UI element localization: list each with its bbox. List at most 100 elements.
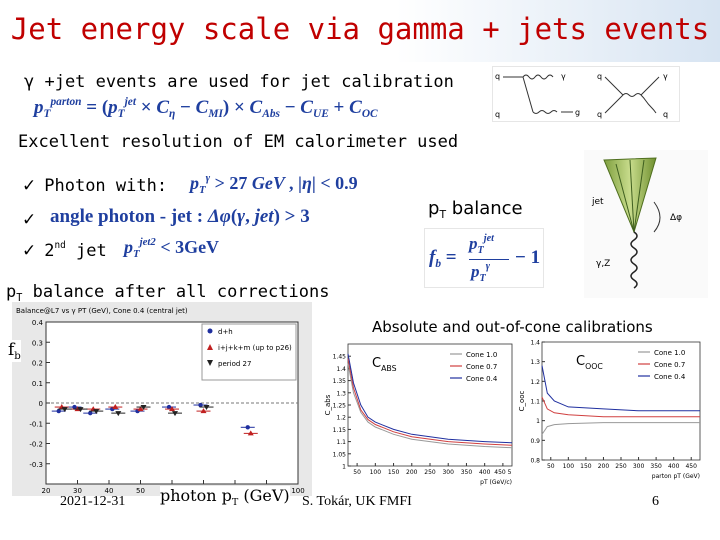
cone-label-dphi: Δφ xyxy=(670,213,682,223)
x-axis-label: pT (GeV/c) xyxy=(480,479,512,486)
check-icon: ✓ xyxy=(22,210,37,230)
y-tick-label: 1.3 xyxy=(530,359,540,366)
cabs-chart: C_abs 1.45 1.4 1.35 1.3 1.25 1.2 1.15 1.1 1.05 1 50… xyxy=(322,338,518,486)
x-tick-label: 50 xyxy=(353,469,361,476)
jet-cone-svg: jet Δφ γ,Z xyxy=(591,157,682,289)
data-point xyxy=(88,410,93,416)
legend-label: Cone 0.7 xyxy=(466,363,497,371)
data-point xyxy=(72,404,77,410)
calibration-formula: pTparton = (pTjet × Cη − CMI) × CAbs − C… xyxy=(34,96,378,120)
photon-cut-formula: pTγ > 27 GeV , |η| < 0.9 xyxy=(190,172,358,196)
y-tick-label: 1.1 xyxy=(336,439,346,446)
x-tick-label: 400 xyxy=(668,463,680,470)
plot-frame xyxy=(347,343,513,467)
legend-label: Cone 1.0 xyxy=(466,351,497,359)
data-point xyxy=(245,425,250,430)
bullet-photon: ✓ Photon with: xyxy=(22,176,168,196)
em-resolution-line: Excellent resolution of EM calorimeter u… xyxy=(18,132,459,152)
cooc-label: COOC xyxy=(576,354,603,371)
legend-label: Cone 0.7 xyxy=(654,361,685,369)
cone-label-jet: jet xyxy=(591,197,604,207)
fb-axis-label: fb xyxy=(8,340,21,362)
fb-formula-box: fb = pTjet pTγ − 1 xyxy=(424,228,544,288)
diagram-label: q xyxy=(495,72,500,81)
series-line xyxy=(347,363,513,449)
fb-numerator: pTjet xyxy=(469,233,494,256)
angle-formula: angle photon - jet : Δφ(γ, jet) > 3 xyxy=(50,206,310,227)
y-tick-label: 1 xyxy=(536,418,540,425)
y-tick-label: 1.4 xyxy=(336,366,346,373)
legend-marker xyxy=(207,360,213,366)
feynman-diagram-svg: q γ q g q γ q q xyxy=(495,72,668,119)
data-point xyxy=(140,405,147,411)
x-tick-label: 40 xyxy=(105,487,114,495)
data-point xyxy=(166,404,172,410)
balance-chart-svg: Balance@L7 vs γ PT (GeV), Cone 0.4 (cent… xyxy=(16,307,305,495)
data-point xyxy=(203,405,210,411)
fb-lhs: fb = xyxy=(429,247,457,270)
legend-label: period 27 xyxy=(218,360,251,368)
legend-label: Cone 1.0 xyxy=(654,349,685,357)
data-point xyxy=(77,407,84,413)
jet-cone-illustration: jet Δφ γ,Z xyxy=(584,150,708,298)
series-line xyxy=(347,358,513,446)
footer-author: S. Tokár, UK FMFI xyxy=(302,494,412,509)
y-axis-label: C_abs xyxy=(324,394,332,415)
x-tick-label: 20 xyxy=(42,487,51,495)
data-point xyxy=(200,408,207,414)
y-tick-label: 1.45 xyxy=(333,354,347,361)
x-axis-label: parton pT (GeV) xyxy=(652,473,700,480)
x-tick-label: 200 xyxy=(598,463,610,470)
legend-label: Cone 0.4 xyxy=(466,375,498,383)
y-tick-label: 0.4 xyxy=(32,319,44,327)
after-corrections-label: pT balance after all corrections xyxy=(6,282,330,304)
cabs-label: CABS xyxy=(372,356,397,373)
fb-denominator: pTγ xyxy=(471,261,490,284)
y-tick-label: 1.25 xyxy=(333,403,347,410)
title-bar xyxy=(0,0,720,62)
abs-ooc-title: Absolute and out-of-cone calibrations xyxy=(372,318,653,336)
legend-label: i+j+k+m (up to p26) xyxy=(218,344,292,352)
second-jet-formula: pTjet2 < 3GeV xyxy=(124,236,220,260)
legend-marker xyxy=(207,328,213,334)
data-point xyxy=(172,411,178,417)
fb-minus-one: − 1 xyxy=(515,247,541,268)
series-line xyxy=(347,353,513,444)
y-tick-label: 1.4 xyxy=(530,340,540,347)
series-line xyxy=(541,396,700,418)
x-tick-label: 50 xyxy=(547,463,555,470)
y-tick-label: 1.05 xyxy=(333,451,347,458)
x-tick-label: 30 xyxy=(73,487,82,495)
diagram-label: γ xyxy=(561,72,566,81)
bullet-angle: ✓ xyxy=(22,210,36,230)
data-point xyxy=(61,407,68,413)
x-tick-label: 450 xyxy=(685,463,697,470)
y-tick-label: 0.9 xyxy=(530,438,540,445)
gamma-jet-line: γ +jet events are used for jet calibrati… xyxy=(24,72,454,92)
plot-frame xyxy=(541,341,701,461)
x-tick-label: 400 xyxy=(479,469,491,476)
y-tick-label: 0.1 xyxy=(32,380,43,388)
y-tick-label: -0.3 xyxy=(29,461,43,469)
diagram-label: q xyxy=(597,72,602,81)
chart-title: Balance@L7 vs γ PT (GeV), Cone 0.4 (cent… xyxy=(16,307,188,315)
x-tick-label: 300 xyxy=(442,469,454,476)
diagram-label: q xyxy=(663,110,668,119)
legend-label: Cone 0.4 xyxy=(654,373,686,381)
y-tick-label: 1.1 xyxy=(530,399,540,406)
pt-balance-label: pT balance xyxy=(424,194,540,224)
x-tick-label: 250 xyxy=(615,463,627,470)
y-tick-label: 1.2 xyxy=(336,415,346,422)
slide-title: Jet energy scale via gamma + jets events xyxy=(10,12,710,46)
y-tick-label: -0.2 xyxy=(29,441,43,449)
data-point xyxy=(115,411,122,417)
x-tick-label: 350 xyxy=(461,469,473,476)
x-tick-label: 50 xyxy=(136,487,145,495)
footer-page: 6 xyxy=(652,494,659,509)
x-tick-label: 100 xyxy=(370,469,382,476)
diagram-label: γ xyxy=(663,72,668,81)
feynman-diagrams: q γ q g q γ q q xyxy=(492,66,680,122)
legend-box xyxy=(201,323,297,381)
y-tick-label: 0 xyxy=(39,400,43,408)
cone-label-gammaz: γ,Z xyxy=(596,259,610,269)
